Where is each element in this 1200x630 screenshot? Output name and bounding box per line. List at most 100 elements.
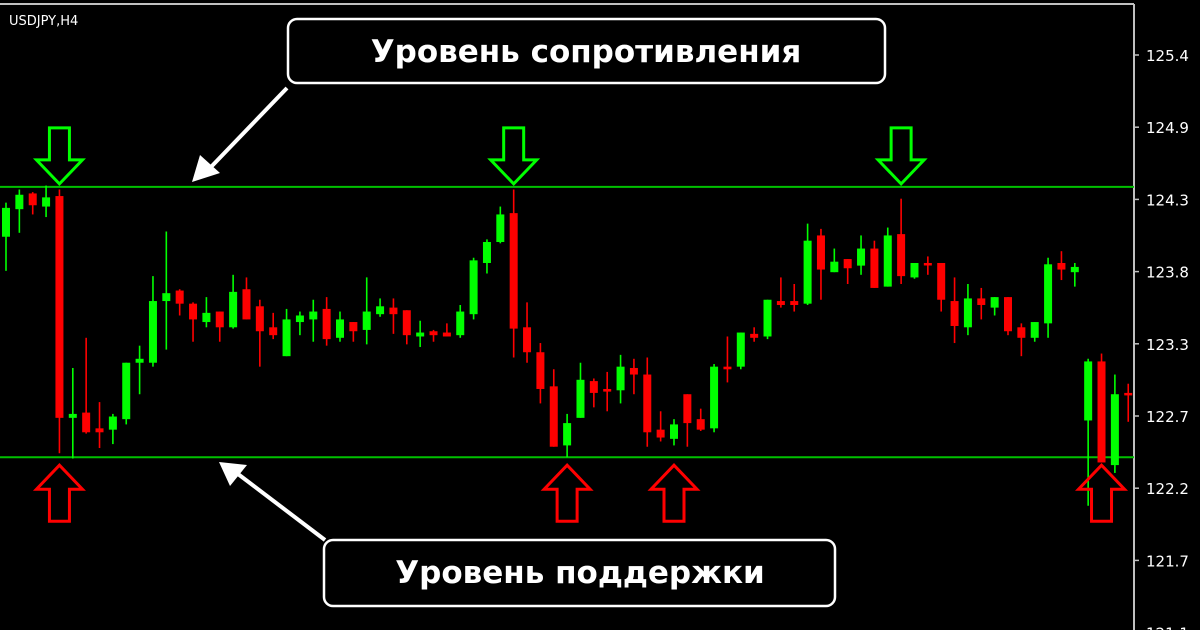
candle-body [429, 331, 438, 336]
candle-body [229, 291, 238, 328]
candle [883, 227, 892, 287]
candle [643, 357, 652, 447]
resistance-down-arrow-icon [874, 126, 928, 187]
candle-body [1124, 392, 1133, 396]
support-callout-label: Уровень поддержки [395, 555, 764, 591]
support-pointer-arrowhead [219, 462, 247, 486]
candle-body [55, 196, 64, 418]
candle-body [816, 235, 825, 270]
candle-body [322, 308, 331, 340]
y-tick-label: 124.3 [1146, 191, 1189, 209]
candle-body [1030, 322, 1039, 338]
candle-body [643, 374, 652, 433]
candle [763, 299, 772, 340]
support-pointer-line [236, 472, 327, 542]
candle [349, 322, 358, 342]
candle-body [937, 262, 946, 300]
candle-body [977, 298, 986, 305]
candle [148, 276, 157, 367]
candle [830, 248, 839, 273]
candle [482, 239, 491, 274]
resistance-callout-label: Уровень сопротивления [371, 34, 802, 70]
candle-body [870, 248, 879, 288]
y-tick-label: 122.7 [1146, 408, 1189, 426]
candle-body [830, 261, 839, 273]
candle-body [763, 299, 772, 337]
candle [950, 277, 959, 344]
candle [990, 297, 999, 316]
touch-markers [32, 126, 1129, 523]
candle-body [523, 327, 532, 353]
resistance-pointer-arrowhead [192, 155, 220, 182]
candle [857, 235, 866, 275]
resistance-pointer-line [208, 86, 289, 170]
candle-body [990, 297, 999, 308]
candle-body [15, 194, 24, 210]
candle-body [162, 293, 171, 302]
resistance-down-arrow-icon [487, 126, 541, 187]
candle [910, 262, 919, 279]
candle [376, 298, 385, 317]
candle [15, 189, 24, 233]
candle [282, 308, 291, 357]
candle-body [416, 332, 425, 337]
candle [68, 367, 77, 459]
candle [1110, 374, 1119, 473]
candle-body [389, 307, 398, 315]
y-tick-label: 121.7 [1146, 552, 1189, 570]
candle-body [723, 366, 732, 370]
candle-body [776, 301, 785, 305]
candle-body [803, 240, 812, 304]
candle-body [589, 381, 598, 393]
candle [242, 277, 251, 320]
candle-body [857, 248, 866, 266]
candle-body [402, 310, 411, 336]
candle [509, 189, 518, 358]
candle-body [82, 412, 91, 433]
candle [442, 323, 451, 337]
symbol-timeframe-label: USDJPY,H4 [9, 14, 78, 29]
candle [389, 298, 398, 334]
y-tick-label: 125.4 [1146, 47, 1189, 65]
candle [937, 262, 946, 312]
y-tick-label: 122.2 [1146, 480, 1189, 498]
candle-body [456, 311, 465, 336]
candle [362, 277, 371, 345]
candle [108, 413, 117, 445]
candle [336, 311, 344, 342]
candle [710, 364, 719, 433]
candle [589, 378, 598, 408]
candle [670, 419, 678, 446]
candle [229, 274, 238, 329]
candle [429, 329, 438, 342]
candle [496, 206, 505, 244]
candle [322, 297, 331, 346]
candle [870, 240, 879, 288]
candle [309, 299, 318, 342]
candle [175, 289, 184, 316]
candle [416, 320, 425, 347]
candle-body [563, 423, 572, 446]
candle-body [1057, 262, 1066, 270]
candle-body [42, 197, 51, 207]
candle [803, 223, 812, 305]
candle-body [1044, 264, 1053, 324]
candle-body [309, 311, 318, 320]
candle-body [616, 366, 625, 391]
candle [295, 311, 304, 336]
candle-body [442, 332, 451, 337]
y-tick-label: 124.9 [1146, 119, 1189, 137]
candle-body [269, 327, 278, 336]
candle-body [2, 207, 10, 237]
candle [28, 192, 37, 215]
candle [122, 362, 131, 425]
candle [576, 362, 585, 418]
candle [736, 332, 745, 370]
candle-body [683, 394, 692, 424]
candle [255, 299, 264, 367]
support-up-arrow-icon [540, 463, 594, 523]
support-up-arrow-icon [647, 463, 701, 523]
candle-body [790, 301, 799, 305]
candle-body [910, 262, 919, 278]
candle [977, 287, 986, 320]
